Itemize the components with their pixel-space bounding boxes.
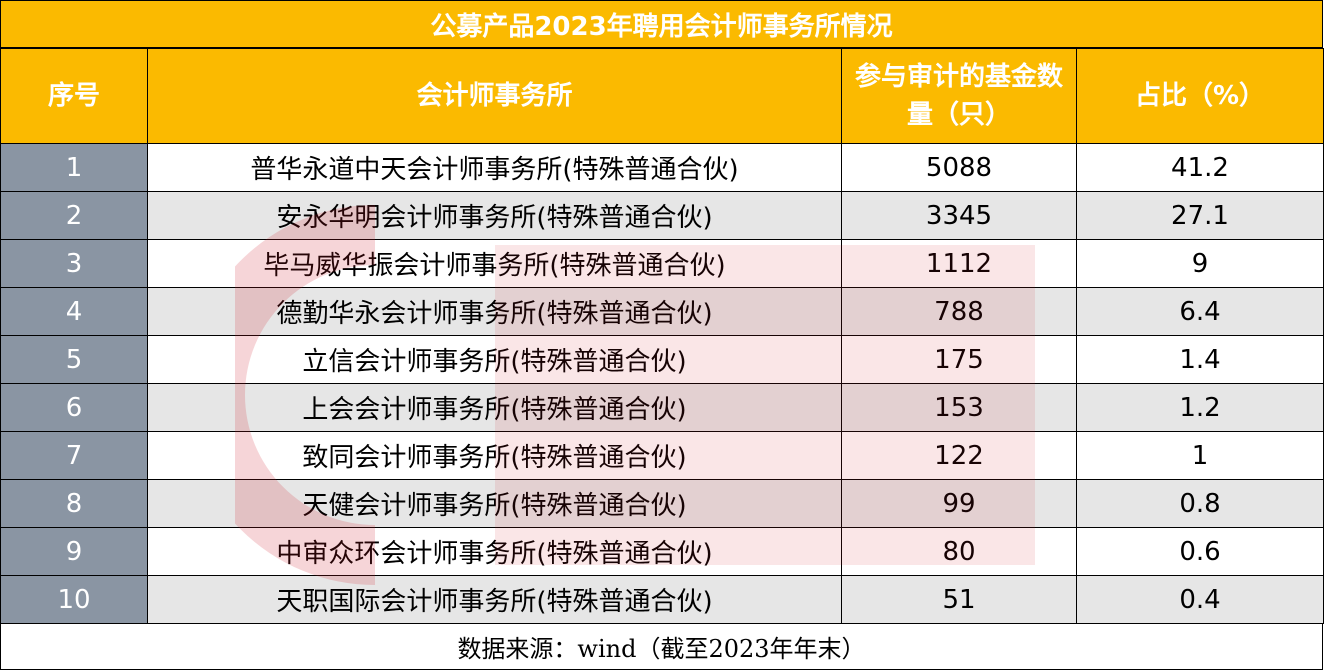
header-index: 序号	[0, 48, 148, 144]
row-funds: 153	[841, 383, 1077, 432]
row-ratio: 41.2	[1076, 143, 1324, 192]
audit-firm-table: 序号 会计师事务所 参与审计的基金数量（只） 占比（%） 1 普华永道中天会计师事…	[0, 48, 1324, 624]
row-index: 5	[0, 335, 148, 384]
row-funds: 175	[841, 335, 1077, 384]
row-index: 3	[0, 239, 148, 288]
table-row: 5 立信会计师事务所(特殊普通合伙) 175 1.4	[0, 335, 1324, 384]
row-firm: 普华永道中天会计师事务所(特殊普通合伙)	[147, 143, 842, 192]
table-row: 7 致同会计师事务所(特殊普通合伙) 122 1	[0, 431, 1324, 480]
row-index: 10	[0, 575, 148, 624]
table-row: 2 安永华明会计师事务所(特殊普通合伙) 3345 27.1	[0, 191, 1324, 240]
row-ratio: 0.4	[1076, 575, 1324, 624]
table-row: 3 毕马威华振会计师事务所(特殊普通合伙) 1112 9	[0, 239, 1324, 288]
row-index: 2	[0, 191, 148, 240]
row-funds: 5088	[841, 143, 1077, 192]
table-row: 8 天健会计师事务所(特殊普通合伙) 99 0.8	[0, 479, 1324, 528]
row-index: 4	[0, 287, 148, 336]
header-firm: 会计师事务所	[147, 48, 842, 144]
row-firm: 天健会计师事务所(特殊普通合伙)	[147, 479, 842, 528]
row-funds: 122	[841, 431, 1077, 480]
header-funds: 参与审计的基金数量（只）	[841, 48, 1077, 144]
row-ratio: 1.2	[1076, 383, 1324, 432]
row-index: 8	[0, 479, 148, 528]
table-body: 1 普华永道中天会计师事务所(特殊普通合伙) 5088 41.2 2 安永华明会计师事务所…	[0, 143, 1324, 624]
table-row: 1 普华永道中天会计师事务所(特殊普通合伙) 5088 41.2	[0, 143, 1324, 192]
row-firm: 中审众环会计师事务所(特殊普通合伙)	[147, 527, 842, 576]
row-index: 1	[0, 143, 148, 192]
header-ratio: 占比（%）	[1076, 48, 1324, 144]
row-funds: 788	[841, 287, 1077, 336]
row-index: 7	[0, 431, 148, 480]
row-funds: 1112	[841, 239, 1077, 288]
row-ratio: 0.6	[1076, 527, 1324, 576]
table-row: 4 德勤华永会计师事务所(特殊普通合伙) 788 6.4	[0, 287, 1324, 336]
row-funds: 99	[841, 479, 1077, 528]
row-firm: 毕马威华振会计师事务所(特殊普通合伙)	[147, 239, 842, 288]
table-row: 9 中审众环会计师事务所(特殊普通合伙) 80 0.6	[0, 527, 1324, 576]
table-row: 10 天职国际会计师事务所(特殊普通合伙) 51 0.4	[0, 575, 1324, 624]
row-firm: 德勤华永会计师事务所(特殊普通合伙)	[147, 287, 842, 336]
table-row: 6 上会会计师事务所(特殊普通合伙) 153 1.2	[0, 383, 1324, 432]
row-firm: 立信会计师事务所(特殊普通合伙)	[147, 335, 842, 384]
row-firm: 安永华明会计师事务所(特殊普通合伙)	[147, 191, 842, 240]
row-ratio: 27.1	[1076, 191, 1324, 240]
row-funds: 3345	[841, 191, 1077, 240]
source-note: 数据来源：wind（截至2023年年末）	[0, 624, 1323, 670]
row-ratio: 1	[1076, 431, 1324, 480]
row-firm: 天职国际会计师事务所(特殊普通合伙)	[147, 575, 842, 624]
row-funds: 51	[841, 575, 1077, 624]
row-ratio: 1.4	[1076, 335, 1324, 384]
row-funds: 80	[841, 527, 1077, 576]
row-index: 6	[0, 383, 148, 432]
row-firm: 致同会计师事务所(特殊普通合伙)	[147, 431, 842, 480]
table-title: 公募产品2023年聘用会计师事务所情况	[0, 0, 1323, 48]
header-row: 序号 会计师事务所 参与审计的基金数量（只） 占比（%）	[0, 48, 1324, 144]
row-ratio: 6.4	[1076, 287, 1324, 336]
row-ratio: 0.8	[1076, 479, 1324, 528]
header-funds-label: 参与审计的基金数量（只）	[854, 62, 1063, 130]
row-firm: 上会会计师事务所(特殊普通合伙)	[147, 383, 842, 432]
row-ratio: 9	[1076, 239, 1324, 288]
row-index: 9	[0, 527, 148, 576]
